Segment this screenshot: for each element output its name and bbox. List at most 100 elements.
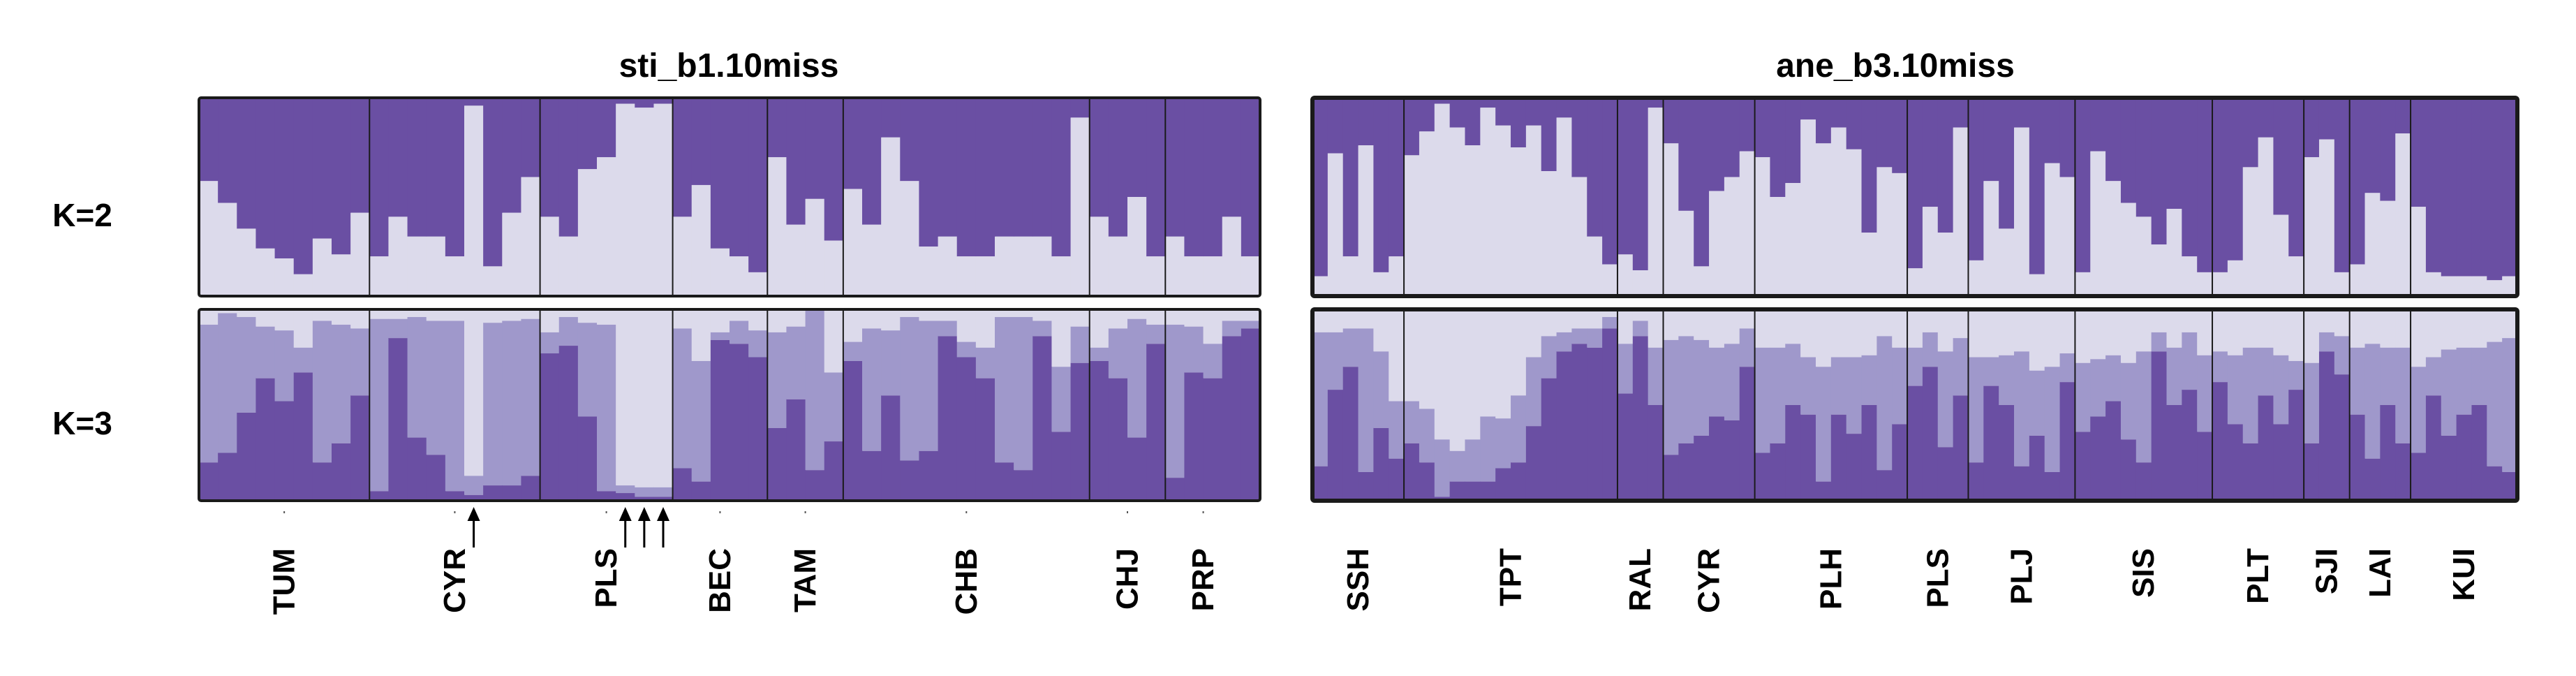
bar-k2-ane-11-light <box>1465 145 1481 296</box>
bar-k3-ane-6-dark <box>1389 458 1405 501</box>
bar-k3-ane-66-dark <box>2304 443 2320 501</box>
bar-k2-sti-54-light <box>1203 256 1223 296</box>
bar-k2-sti-24-light <box>635 108 655 296</box>
bar-k2-ane-37-dark <box>1861 98 1877 233</box>
bar-k3-ane-2-mid <box>1327 332 1344 390</box>
bar-k3-sti-18-light <box>521 309 541 319</box>
bar-k2-ane-61-dark <box>2227 98 2244 260</box>
bar-k3-ane-69-dark <box>2349 414 2366 501</box>
bar-k2-sti-45-dark <box>1032 98 1053 237</box>
bar-k3-ane-1-mid <box>1312 332 1328 466</box>
bar-k3-sti-38-mid <box>900 316 920 461</box>
bar-k3-ane-53-dark <box>2105 401 2122 501</box>
bar-k2-ane-43-light <box>1953 127 1969 296</box>
bar-k3-ane-32-mid <box>1785 344 1801 405</box>
population-label: TAM <box>788 548 822 612</box>
bar-k3-ane-4-dark <box>1358 471 1374 501</box>
bar-k3-ane-19-light <box>1587 309 1603 329</box>
bar-k3-ane-59-light <box>2197 309 2213 355</box>
bar-k3-sti-12-mid <box>407 316 427 438</box>
bar-k3-ane-78-dark <box>2487 466 2503 501</box>
bar-k3-sti-55-dark <box>1222 336 1242 501</box>
bar-k2-ane-16-light <box>1541 171 1557 296</box>
bar-k2-ane-38-dark <box>1877 98 1893 168</box>
bar-k3-ane-67-dark <box>2318 351 2335 501</box>
bar-k3-sti-50-light <box>1127 309 1147 319</box>
bar-k3-ane-51-mid <box>2075 362 2091 432</box>
bar-k3-ane-57-mid <box>2166 347 2182 405</box>
bar-k3-sti-20-light <box>558 309 579 317</box>
bar-k3-sti-18-mid <box>521 318 541 476</box>
bar-k3-sti-53-light <box>1184 309 1204 327</box>
bar-k2-sti-49-light <box>1108 236 1128 296</box>
bar-k3-sti-26-dark <box>672 468 693 501</box>
bar-k2-ane-20-dark <box>1602 98 1618 265</box>
bar-k3-sti-35-dark <box>843 360 863 501</box>
bar-k3-sti-9-mid <box>350 328 370 396</box>
bar-k3-ane-40-dark <box>1907 385 1923 501</box>
bar-k3-ane-49-mid <box>2044 367 2061 472</box>
bar-k2-ane-13-dark <box>1495 98 1511 126</box>
bar-k3-ane-27-mid <box>1709 347 1725 417</box>
bar-k3-ane-17-dark <box>1556 351 1573 501</box>
bar-k2-ane-47-light <box>2014 127 2030 296</box>
bar-k3-ane-26-mid <box>1694 339 1710 436</box>
bar-k2-ane-3-light <box>1342 256 1359 296</box>
bar-k3-ane-10-mid <box>1449 450 1466 482</box>
bar-k3-ane-42-dark <box>1937 447 1954 501</box>
bar-k3-ane-31-dark <box>1770 443 1786 501</box>
bar-k3-ane-29-dark <box>1739 367 1756 501</box>
bar-k3-sti-2-light <box>218 309 237 314</box>
bar-k3-ane-30-dark <box>1754 453 1771 501</box>
bar-k2-ane-76-light <box>2456 276 2473 296</box>
bar-k3-sti-12-light <box>407 309 427 317</box>
bar-k2-sti-53-dark <box>1184 98 1204 257</box>
bar-k3-sti-30-light <box>748 309 768 331</box>
bar-k2-sti-47-light <box>1070 117 1090 296</box>
bar-k3-ane-17-mid <box>1556 332 1573 352</box>
bar-k3-sti-10-light <box>369 309 390 319</box>
bar-k3-sti-21-light <box>577 309 598 323</box>
bar-k3-ane-45-light <box>1983 309 1999 358</box>
bar-k3-sti-56-light <box>1241 309 1261 321</box>
bar-k2-ane-23-light <box>1648 108 1664 296</box>
bar-k3-ane-27-dark <box>1709 416 1725 501</box>
bar-k3-ane-64-light <box>2273 309 2289 355</box>
chart-title-ane: ane_b3.10miss <box>1776 47 2015 84</box>
bar-k3-sti-44-dark <box>1014 470 1033 501</box>
bar-k3-sti-36-mid <box>862 328 882 451</box>
bar-k3-ane-22-dark <box>1632 336 1649 501</box>
bar-k2-sti-53-light <box>1184 256 1204 296</box>
bar-k3-sti-17-mid <box>502 321 522 486</box>
bar-k2-sti-1-dark <box>199 98 219 182</box>
bar-k2-ane-63-dark <box>2258 98 2274 138</box>
bar-k3-sti-23-light <box>616 309 635 486</box>
sample-arrow-4 <box>657 507 669 548</box>
bar-k2-ane-35-dark <box>1830 98 1847 128</box>
bar-k3-sti-14-dark <box>445 491 465 501</box>
bar-k3-ane-44-dark <box>1968 462 1984 501</box>
bar-k3-sti-35-light <box>843 309 863 342</box>
bar-k3-ane-46-dark <box>1999 405 2015 501</box>
bar-k3-ane-71-mid <box>2380 347 2396 405</box>
population-label: PLT <box>2241 548 2275 604</box>
bar-k2-sti-15-light <box>464 105 484 297</box>
bar-k3-ane-5-mid <box>1373 351 1389 428</box>
bar-k3-sti-24-dark <box>635 497 655 501</box>
bar-k2-sti-26-light <box>672 216 693 296</box>
bar-k3-sti-49-dark <box>1108 378 1128 501</box>
bar-k2-sti-19-light <box>540 216 560 296</box>
bar-k3-ane-5-dark <box>1373 427 1389 501</box>
bar-k3-ane-75-dark <box>2441 435 2457 501</box>
bar-k3-ane-44-mid <box>1968 357 1984 463</box>
bar-k2-ane-52-light <box>2090 151 2106 296</box>
bar-k2-ane-73-dark <box>2411 98 2427 207</box>
bar-k2-sti-39-light <box>919 247 939 296</box>
bar-k3-sti-34-mid <box>824 372 844 442</box>
bar-k2-sti-43-light <box>995 236 1014 296</box>
bar-k3-sti-24-light <box>635 309 655 487</box>
bar-k3-sti-19-mid <box>540 332 560 354</box>
bar-k2-ane-69-dark <box>2349 98 2366 265</box>
bar-k3-sti-52-mid <box>1165 324 1185 478</box>
bar-k2-ane-6-dark <box>1389 98 1405 257</box>
